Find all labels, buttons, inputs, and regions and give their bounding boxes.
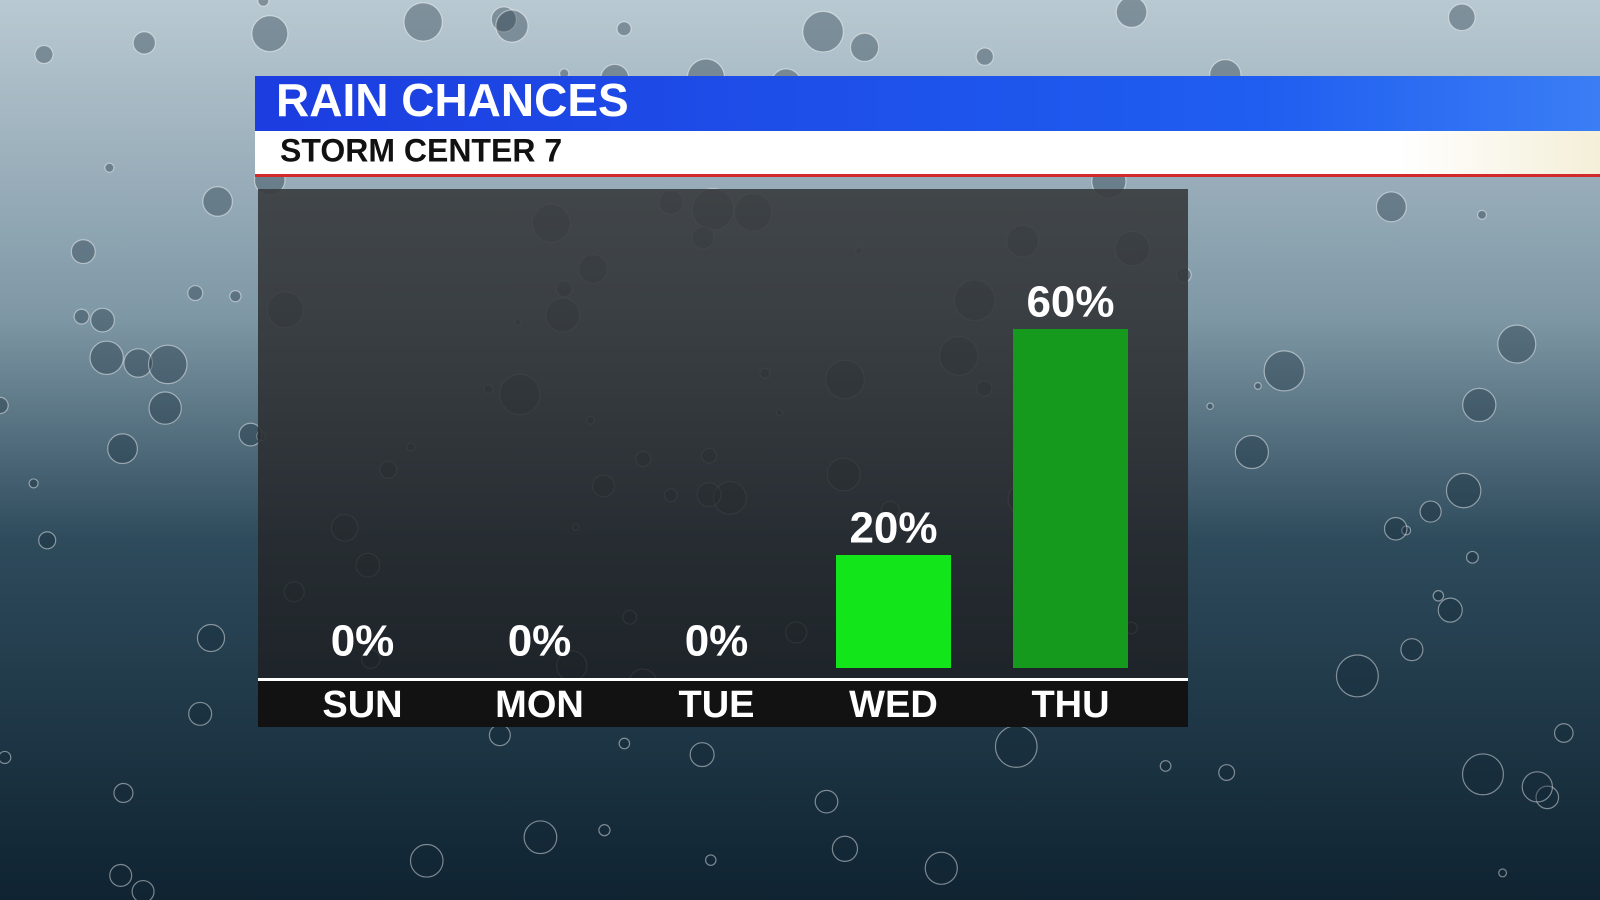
raindrop bbox=[109, 863, 133, 887]
raindrop bbox=[1253, 382, 1262, 390]
raindrop bbox=[257, 0, 270, 7]
baseline bbox=[258, 678, 1188, 681]
title-band bbox=[255, 76, 1600, 131]
raindrop bbox=[523, 820, 558, 855]
value-label: 0% bbox=[685, 617, 749, 666]
raindrop bbox=[598, 824, 611, 837]
raindrop bbox=[1401, 525, 1412, 536]
raindrop bbox=[1497, 324, 1537, 364]
raindrop bbox=[123, 348, 154, 378]
raindrop bbox=[618, 737, 631, 750]
raindrop bbox=[495, 9, 529, 43]
raindrop bbox=[89, 340, 124, 376]
value-label: 20% bbox=[849, 504, 937, 553]
raindrop bbox=[1461, 753, 1504, 796]
subtitle-band bbox=[255, 131, 1600, 176]
raindrop bbox=[147, 344, 188, 385]
value-label: 0% bbox=[331, 617, 395, 666]
raindrop bbox=[1375, 191, 1407, 223]
raindrop bbox=[1335, 654, 1379, 698]
raindrop bbox=[38, 531, 57, 550]
raindrop bbox=[1115, 0, 1148, 28]
raindrop bbox=[1521, 771, 1553, 803]
raindrop bbox=[0, 750, 12, 765]
raindrop bbox=[994, 725, 1038, 768]
raindrop bbox=[28, 478, 39, 489]
raindrop bbox=[1432, 590, 1445, 602]
raindrop bbox=[403, 2, 443, 42]
raindrop bbox=[490, 6, 517, 33]
raindrop bbox=[1383, 516, 1408, 541]
raindrop bbox=[1263, 350, 1305, 392]
raindrop bbox=[131, 879, 155, 900]
raindrop bbox=[202, 186, 233, 217]
raindrop bbox=[73, 308, 90, 325]
raindrop bbox=[104, 162, 115, 173]
x-tick-label: THU bbox=[1031, 684, 1109, 726]
raindrop bbox=[1445, 472, 1482, 509]
raindrop bbox=[1206, 402, 1214, 411]
raindrop bbox=[488, 724, 511, 747]
raindrop bbox=[975, 47, 994, 66]
raindrop bbox=[1476, 209, 1488, 220]
raindrop bbox=[1498, 868, 1508, 878]
x-tick-label: SUN bbox=[322, 684, 402, 726]
raindrop bbox=[802, 10, 844, 53]
raindrop bbox=[924, 851, 958, 885]
raindrop bbox=[1159, 760, 1172, 772]
raindrop bbox=[1419, 500, 1442, 523]
raindrop bbox=[70, 239, 96, 265]
raindrop bbox=[0, 396, 9, 415]
value-label: 60% bbox=[1026, 278, 1114, 327]
raindrop bbox=[689, 742, 715, 768]
label-strip bbox=[258, 681, 1188, 727]
x-tick-label: TUE bbox=[679, 684, 755, 726]
raindrop bbox=[1465, 550, 1479, 564]
raindrop bbox=[113, 782, 134, 804]
raindrop bbox=[849, 32, 880, 62]
raindrop bbox=[1218, 764, 1236, 782]
bar bbox=[836, 555, 951, 668]
accent-line bbox=[255, 174, 1600, 177]
raindrop bbox=[831, 835, 859, 862]
raindrop bbox=[251, 15, 289, 53]
raindrop bbox=[616, 21, 632, 37]
raindrop bbox=[196, 623, 226, 653]
raindrop bbox=[1462, 387, 1497, 423]
bar bbox=[1013, 329, 1128, 668]
raindrop bbox=[148, 391, 182, 425]
raindrop bbox=[107, 433, 138, 465]
raindrop bbox=[229, 289, 242, 303]
raindrop bbox=[1447, 3, 1476, 32]
raindrop bbox=[188, 701, 213, 726]
raindrop bbox=[1400, 638, 1424, 662]
raindrop bbox=[34, 44, 54, 65]
chart-subtitle: STORM CENTER 7 bbox=[280, 132, 562, 168]
raindrop bbox=[132, 31, 157, 55]
raindrop bbox=[1553, 723, 1574, 743]
raindrop bbox=[814, 789, 839, 814]
raindrop bbox=[187, 285, 204, 302]
x-tick-label: MON bbox=[495, 684, 584, 726]
raindrop bbox=[1437, 597, 1463, 623]
raindrop bbox=[1234, 434, 1269, 470]
raindrop bbox=[409, 843, 444, 878]
raindrop bbox=[704, 854, 717, 866]
x-tick-label: WED bbox=[849, 684, 938, 726]
raindrop bbox=[90, 307, 115, 333]
value-label: 0% bbox=[508, 617, 572, 666]
chart-title: RAIN CHANCES bbox=[276, 74, 629, 126]
raindrop bbox=[1535, 785, 1560, 810]
